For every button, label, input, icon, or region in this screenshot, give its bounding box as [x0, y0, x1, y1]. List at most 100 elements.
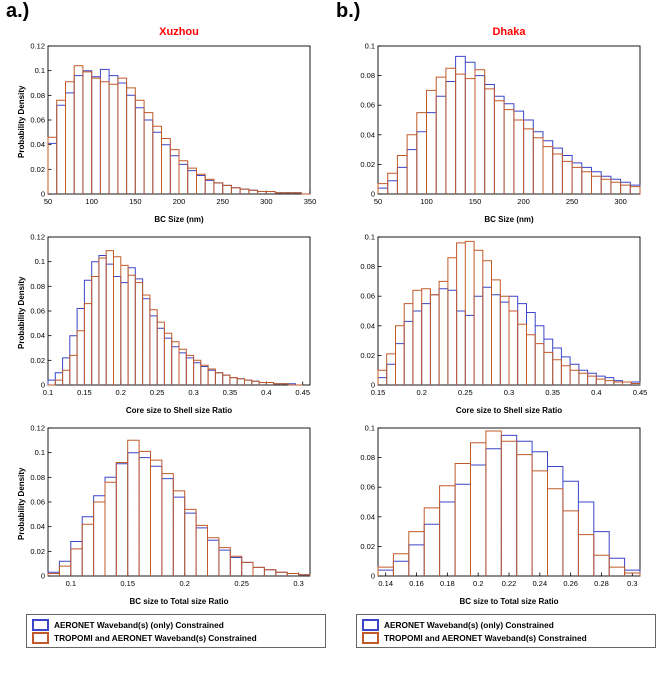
- aeronet-swatch-icon: [32, 618, 49, 631]
- x-axis-label: Core size to Shell size Ratio: [455, 406, 563, 415]
- histogram-panel-dhaka-bc-size: 50 100 150 200 250 300 0 0.02 0.04 0.06 0.08 0.1 BC…: [344, 40, 648, 226]
- svg-text:0.3: 0.3: [188, 388, 198, 397]
- legend-item-aeronet: AERONET Waveband(s) (only) Constrained: [32, 618, 320, 631]
- svg-text:0: 0: [41, 381, 45, 390]
- x-axis-label: BC Size (nm): [484, 215, 534, 224]
- svg-text:300: 300: [260, 197, 273, 206]
- svg-text:0.3: 0.3: [627, 579, 637, 588]
- svg-text:0.1: 0.1: [35, 257, 45, 266]
- svg-text:250: 250: [566, 197, 579, 206]
- legend-label: AERONET Waveband(s) (only) Constrained: [54, 619, 224, 630]
- legend-label: TROPOMI and AERONET Waveband(s) Constrai…: [384, 632, 587, 643]
- svg-text:0.1: 0.1: [43, 388, 53, 397]
- y-axis-label: Probability Density: [17, 467, 26, 540]
- svg-text:200: 200: [173, 197, 186, 206]
- y-axis-label: Probability Density: [17, 276, 26, 349]
- svg-text:0: 0: [371, 190, 375, 199]
- panel-label-b: b.): [336, 0, 361, 22]
- svg-text:0: 0: [371, 572, 375, 581]
- svg-text:0.45: 0.45: [633, 388, 648, 397]
- histogram-panel-xuzhou-bc-size: Probability Density 50 100 150 200 250 300 350…: [14, 40, 318, 226]
- svg-text:0.06: 0.06: [30, 498, 45, 507]
- histogram-panel-dhaka-bc-total-ratio: 0.14 0.16 0.18 0.2 0.22 0.24 0.26 0.28 0.3 0 0.02 0…: [344, 422, 648, 608]
- svg-text:0.2: 0.2: [473, 579, 483, 588]
- svg-text:50: 50: [374, 197, 382, 206]
- svg-text:250: 250: [216, 197, 229, 206]
- svg-text:0.1: 0.1: [35, 66, 45, 75]
- svg-text:0.25: 0.25: [234, 579, 249, 588]
- svg-text:350: 350: [304, 197, 317, 206]
- svg-text:0.3: 0.3: [293, 579, 303, 588]
- svg-text:0.28: 0.28: [594, 579, 609, 588]
- svg-text:0.1: 0.1: [66, 579, 76, 588]
- histogram-panel-dhaka-core-shell-ratio: 0.15 0.2 0.25 0.3 0.35 0.4 0.45 0 0.02 0.04 0.06 0.…: [344, 231, 648, 417]
- svg-text:0.08: 0.08: [360, 453, 375, 462]
- svg-text:0.08: 0.08: [30, 282, 45, 291]
- svg-text:0.06: 0.06: [360, 101, 375, 110]
- svg-text:0.08: 0.08: [30, 473, 45, 482]
- svg-text:0.12: 0.12: [30, 424, 45, 433]
- svg-text:0.14: 0.14: [378, 579, 393, 588]
- svg-text:0.04: 0.04: [30, 140, 45, 149]
- legend-item-aeronet: AERONET Waveband(s) (only) Constrained: [362, 618, 650, 631]
- svg-text:0.1: 0.1: [35, 448, 45, 457]
- svg-text:0.22: 0.22: [502, 579, 517, 588]
- svg-text:0.25: 0.25: [458, 388, 473, 397]
- svg-text:0.02: 0.02: [30, 165, 45, 174]
- svg-text:0.15: 0.15: [120, 579, 135, 588]
- y-axis-label: Probability Density: [17, 85, 26, 158]
- svg-text:0.04: 0.04: [360, 512, 375, 521]
- svg-text:0.24: 0.24: [533, 579, 548, 588]
- histogram-plot-xuzhou-bc-total-ratio: 0.1 0.15 0.2 0.25 0.3 0 0.02 0.04 0.06 0.08 0.1 0.1…: [30, 424, 311, 588]
- histogram-plot-xuzhou-core-shell-ratio: 0.1 0.15 0.2 0.25 0.3 0.35 0.4 0.45 0 0.02 0.04 0.0…: [30, 233, 311, 397]
- svg-text:0.15: 0.15: [371, 388, 386, 397]
- column-title-xuzhou: Xuzhou: [159, 26, 199, 38]
- histogram-plot-dhaka-bc-total-ratio: 0.14 0.16 0.18 0.2 0.22 0.24 0.26 0.28 0.3 0 0.02 0…: [360, 424, 641, 588]
- svg-text:50: 50: [44, 197, 52, 206]
- svg-text:200: 200: [517, 197, 530, 206]
- tropomi-swatch-icon: [362, 631, 379, 644]
- svg-text:100: 100: [420, 197, 433, 206]
- svg-text:0.45: 0.45: [295, 388, 310, 397]
- svg-text:0.02: 0.02: [360, 542, 375, 551]
- legend-item-tropomi: TROPOMI and AERONET Waveband(s) Constrai…: [362, 631, 650, 644]
- legend-label: AERONET Waveband(s) (only) Constrained: [384, 619, 554, 630]
- svg-text:0.04: 0.04: [360, 321, 375, 330]
- svg-text:150: 150: [129, 197, 142, 206]
- svg-text:0.25: 0.25: [150, 388, 165, 397]
- legend-item-tropomi: TROPOMI and AERONET Waveband(s) Constrai…: [32, 631, 320, 644]
- column-title-dhaka: Dhaka: [492, 26, 526, 38]
- svg-text:0.04: 0.04: [360, 130, 375, 139]
- svg-text:0.2: 0.2: [116, 388, 126, 397]
- svg-text:0.08: 0.08: [360, 71, 375, 80]
- legend-dhaka: AERONET Waveband(s) (only) Constrained T…: [356, 614, 656, 648]
- tropomi-swatch-icon: [32, 631, 49, 644]
- svg-text:0.18: 0.18: [440, 579, 455, 588]
- svg-text:0.35: 0.35: [223, 388, 238, 397]
- x-axis-label: BC Size (nm): [154, 215, 204, 224]
- svg-text:0.02: 0.02: [30, 356, 45, 365]
- svg-text:0.1: 0.1: [365, 42, 375, 51]
- svg-text:0.04: 0.04: [30, 331, 45, 340]
- svg-text:0.06: 0.06: [360, 292, 375, 301]
- svg-text:0.3: 0.3: [504, 388, 514, 397]
- x-axis-label: Core size to Shell size Ratio: [125, 406, 233, 415]
- x-axis-label: BC size to Total size Ratio: [129, 597, 229, 606]
- figure: a.) Xuzhou Probability Density 50 100 150 2…: [6, 0, 656, 648]
- panel-label-a: a.): [6, 0, 30, 22]
- svg-text:0: 0: [41, 190, 45, 199]
- svg-text:0.4: 0.4: [591, 388, 601, 397]
- svg-text:0.02: 0.02: [30, 547, 45, 556]
- svg-text:0.26: 0.26: [563, 579, 578, 588]
- svg-text:0: 0: [41, 572, 45, 581]
- svg-text:0.02: 0.02: [360, 160, 375, 169]
- svg-text:0.4: 0.4: [261, 388, 271, 397]
- svg-text:0.02: 0.02: [360, 351, 375, 360]
- svg-text:0.08: 0.08: [360, 262, 375, 271]
- histogram-plot-dhaka-bc-size: 50 100 150 200 250 300 0 0.02 0.04 0.06 0.08 0.1: [360, 42, 641, 206]
- svg-text:150: 150: [469, 197, 482, 206]
- svg-text:0.15: 0.15: [77, 388, 92, 397]
- svg-text:0.12: 0.12: [30, 233, 45, 242]
- histogram-plot-dhaka-core-shell-ratio: 0.15 0.2 0.25 0.3 0.35 0.4 0.45 0 0.02 0.04 0.06 0.…: [360, 233, 648, 398]
- svg-text:0.35: 0.35: [545, 388, 560, 397]
